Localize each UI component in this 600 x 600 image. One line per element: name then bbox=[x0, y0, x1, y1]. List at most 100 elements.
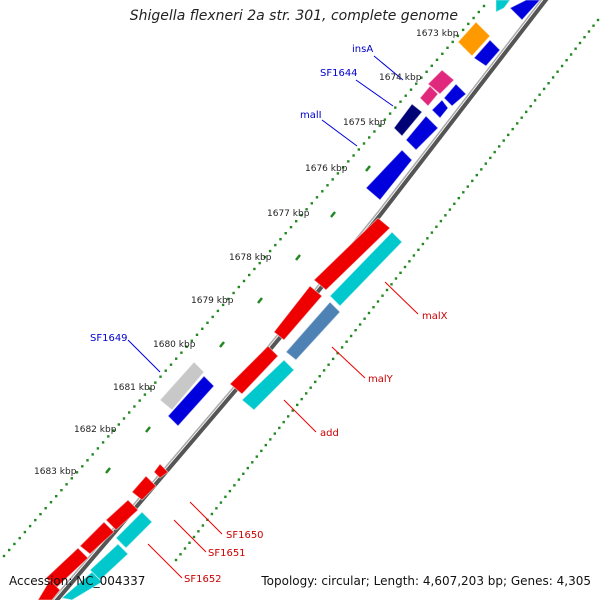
gene-arrow-14[interactable] bbox=[285, 301, 341, 361]
gene-arrow-23[interactable] bbox=[79, 521, 115, 555]
inner-track-dot bbox=[367, 311, 371, 315]
gene-arrow-11[interactable] bbox=[313, 217, 391, 291]
gene-arrow-0[interactable] bbox=[495, 0, 511, 13]
gene-label-sf1650[interactable]: SF1650 bbox=[226, 530, 264, 541]
gene-arrow-21[interactable] bbox=[105, 499, 139, 531]
inner-track-dot bbox=[309, 386, 312, 389]
gene-arrow-3[interactable] bbox=[473, 39, 501, 67]
gene-arrow-27[interactable] bbox=[37, 579, 61, 600]
inner-track-dot bbox=[525, 110, 528, 114]
inner-track-dot bbox=[372, 306, 375, 309]
outer-track-dot bbox=[169, 363, 173, 366]
inner-track-dot bbox=[507, 133, 510, 137]
inner-track-dot bbox=[578, 41, 582, 45]
leader-line-red-2 bbox=[283, 399, 317, 433]
ruler-label-4: 1677 kbp bbox=[267, 209, 310, 219]
outer-track-dot bbox=[185, 345, 188, 348]
outer-track-dot bbox=[23, 530, 27, 534]
gene-arrow-9[interactable] bbox=[405, 115, 439, 151]
gene-label-sf1649[interactable]: SF1649 bbox=[90, 333, 128, 344]
inner-track-dot bbox=[480, 168, 483, 171]
inner-track-dot bbox=[556, 70, 559, 73]
inner-track-dot bbox=[345, 340, 348, 343]
inner-track-dot bbox=[336, 352, 339, 355]
gene-arrow-26[interactable] bbox=[60, 571, 103, 600]
ruler-tick-10 bbox=[105, 467, 111, 474]
outer-track-dot bbox=[148, 387, 152, 390]
inner-track-dot bbox=[538, 93, 541, 96]
gene-arrow-19[interactable] bbox=[153, 463, 169, 479]
gene-arrow-12[interactable] bbox=[329, 231, 403, 307]
inner-track-dot bbox=[201, 524, 205, 527]
outer-track-dot bbox=[315, 196, 319, 199]
inner-track-dot bbox=[587, 30, 591, 33]
gene-arrow-8[interactable] bbox=[393, 103, 423, 137]
outer-track-dot bbox=[253, 267, 256, 271]
outer-track-dot bbox=[34, 518, 37, 522]
outer-track-dot bbox=[39, 513, 42, 516]
gene-label-mali[interactable]: malI bbox=[300, 110, 322, 121]
outer-track-dot bbox=[331, 178, 334, 181]
inner-track-dot bbox=[282, 420, 285, 424]
outer-track-dot bbox=[75, 471, 79, 474]
gene-arrow-20[interactable] bbox=[131, 475, 157, 501]
outer-track-dot bbox=[274, 243, 277, 247]
gene-arrow-5[interactable] bbox=[419, 85, 439, 107]
inner-track-dot bbox=[560, 64, 564, 68]
outer-track-dot bbox=[117, 423, 120, 426]
gene-label-insa[interactable]: insA bbox=[352, 44, 373, 55]
gene-arrow-17[interactable] bbox=[159, 361, 205, 411]
gene-arrow-4[interactable] bbox=[427, 69, 455, 95]
inner-track-dot bbox=[551, 76, 555, 79]
leader-line-red-5 bbox=[147, 543, 183, 579]
gene-label-sf1644[interactable]: SF1644 bbox=[320, 68, 358, 79]
outer-track-dot bbox=[378, 124, 381, 127]
gene-arrow-1[interactable] bbox=[509, 0, 541, 21]
gene-arrow-6[interactable] bbox=[443, 83, 467, 107]
gene-label-sf1652[interactable]: SF1652 bbox=[184, 574, 222, 585]
outer-track-dot bbox=[201, 327, 204, 330]
outer-track-dot bbox=[305, 208, 308, 211]
outer-track-dot bbox=[289, 226, 293, 229]
gene-label-maly[interactable]: malY bbox=[368, 374, 394, 385]
gene-arrow-2[interactable] bbox=[457, 21, 491, 57]
inner-track-dot bbox=[296, 403, 299, 407]
outer-track-dot bbox=[461, 28, 465, 32]
label-leaders bbox=[127, 55, 419, 579]
inner-track-dot bbox=[520, 116, 523, 119]
gene-label-sf1651[interactable]: SF1651 bbox=[208, 548, 246, 559]
gene-arrow-15[interactable] bbox=[229, 345, 279, 395]
inner-track-dot bbox=[340, 346, 344, 349]
outer-track-dot bbox=[399, 100, 402, 103]
gene-arrow-7[interactable] bbox=[431, 99, 449, 119]
leader-line-red-1 bbox=[331, 346, 366, 379]
outer-track-dot bbox=[138, 399, 141, 402]
outer-track-dot bbox=[310, 202, 313, 205]
inner-track-dot bbox=[363, 317, 366, 320]
outer-track-dot bbox=[28, 524, 32, 528]
outer-track-dot bbox=[268, 249, 272, 253]
inner-track-dot bbox=[439, 219, 443, 223]
ruler-label-3: 1676 kbp bbox=[305, 164, 348, 174]
inner-track-dot bbox=[291, 409, 294, 412]
outer-track-dot bbox=[357, 148, 360, 151]
gene-arrow-16[interactable] bbox=[241, 359, 295, 411]
inner-track-dot bbox=[448, 208, 452, 211]
inner-track-dot bbox=[453, 202, 456, 205]
gene-label-malx[interactable]: malX bbox=[422, 311, 448, 322]
leader-line-red-4 bbox=[173, 519, 207, 553]
inner-track-dot bbox=[219, 501, 223, 504]
gene-arrow-18[interactable] bbox=[167, 375, 215, 427]
ruler-label-1: 1674 kbp bbox=[379, 73, 422, 83]
gene-label-add[interactable]: add bbox=[320, 428, 339, 439]
gene-arrow-13[interactable] bbox=[273, 285, 323, 341]
ruler-label-0: 1673 kbp bbox=[416, 29, 459, 39]
gene-arrow-22[interactable] bbox=[115, 511, 153, 549]
inner-track-dot bbox=[417, 248, 420, 251]
inner-track-dot bbox=[358, 323, 362, 326]
outer-track-dot bbox=[456, 34, 460, 38]
outer-track-dot bbox=[49, 501, 53, 504]
gene-arrow-10[interactable] bbox=[365, 149, 413, 201]
outer-track-dot bbox=[55, 495, 58, 498]
outer-track-dot bbox=[8, 548, 11, 552]
